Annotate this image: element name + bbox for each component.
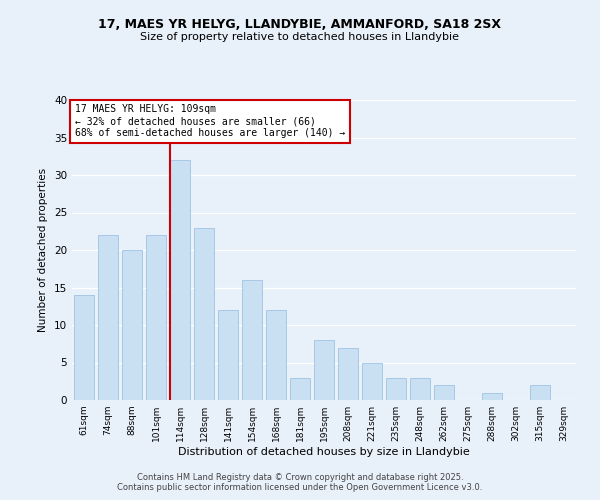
Text: Contains HM Land Registry data © Crown copyright and database right 2025.: Contains HM Land Registry data © Crown c…: [137, 472, 463, 482]
Bar: [98, 235, 118, 400]
Bar: [314, 340, 334, 400]
Bar: [362, 362, 382, 400]
Text: Contains public sector information licensed under the Open Government Licence v3: Contains public sector information licen…: [118, 484, 482, 492]
Bar: [266, 310, 286, 400]
Bar: [122, 250, 142, 400]
Bar: [74, 295, 94, 400]
Text: 17, MAES YR HELYG, LLANDYBIE, AMMANFORD, SA18 2SX: 17, MAES YR HELYG, LLANDYBIE, AMMANFORD,…: [98, 18, 502, 30]
Bar: [218, 310, 238, 400]
Bar: [434, 385, 454, 400]
Bar: [482, 392, 502, 400]
Bar: [290, 378, 310, 400]
Bar: [194, 228, 214, 400]
Text: Size of property relative to detached houses in Llandybie: Size of property relative to detached ho…: [140, 32, 460, 42]
Bar: [410, 378, 430, 400]
Bar: [530, 385, 550, 400]
Bar: [338, 348, 358, 400]
Text: 17 MAES YR HELYG: 109sqm
← 32% of detached houses are smaller (66)
68% of semi-d: 17 MAES YR HELYG: 109sqm ← 32% of detach…: [74, 104, 345, 138]
Bar: [386, 378, 406, 400]
Bar: [146, 235, 166, 400]
X-axis label: Distribution of detached houses by size in Llandybie: Distribution of detached houses by size …: [178, 447, 470, 457]
Bar: [170, 160, 190, 400]
Bar: [242, 280, 262, 400]
Y-axis label: Number of detached properties: Number of detached properties: [38, 168, 49, 332]
